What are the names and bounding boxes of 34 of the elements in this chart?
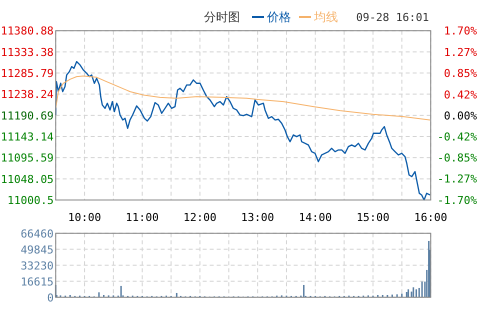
y-tick-label: 11285.79 <box>0 67 54 80</box>
y-tick-label: 16615 <box>20 275 54 288</box>
x-tick-label: 11:00 <box>126 211 159 224</box>
legend-label: 价格 <box>266 10 291 24</box>
y2-tick-label: -1.27% <box>437 172 478 186</box>
y-tick-label: 66460 <box>20 227 54 240</box>
y-tick-label: 11380.88 <box>0 24 54 38</box>
y2-tick-label: -0.42% <box>437 130 478 144</box>
x-tick-label: 13:00 <box>241 211 274 224</box>
y-tick-label: 11238.24 <box>0 88 54 102</box>
y-tick-label: 11333.38 <box>0 46 54 59</box>
y-tick-label: 11095.59 <box>0 152 54 165</box>
x-tick-label: 10:00 <box>68 211 102 224</box>
x-tick-label: 14:00 <box>298 211 332 224</box>
y-tick-label: 11048.05 <box>0 172 54 186</box>
y-tick-label: 49845 <box>20 243 54 256</box>
chart-title: 分时图 <box>204 10 240 24</box>
y-tick-label: 11000.5 <box>7 194 54 207</box>
y2-tick-label: 0.42% <box>444 88 478 102</box>
y-tick-label: 33230 <box>20 259 54 272</box>
y2-tick-label: 0.00% <box>444 109 478 122</box>
x-tick-label: 15:00 <box>356 211 390 224</box>
x-tick-label: 16:00 <box>414 211 448 224</box>
y2-tick-label: 1.27% <box>444 46 478 60</box>
y2-tick-label: 0.85% <box>444 67 478 80</box>
legend-label: 均线 <box>313 10 338 24</box>
y-tick-label: 0 <box>47 291 54 304</box>
text: 09-28 16:01 <box>356 11 429 24</box>
y2-tick-label: 1.70% <box>444 24 478 38</box>
y2-tick-label: -1.70% <box>437 194 478 207</box>
y-tick-label: 11143.14 <box>0 130 54 144</box>
y2-tick-label: -0.85% <box>437 152 478 165</box>
y-tick-label: 11190.69 <box>0 109 54 122</box>
x-tick-label: 12:00 <box>183 211 216 224</box>
